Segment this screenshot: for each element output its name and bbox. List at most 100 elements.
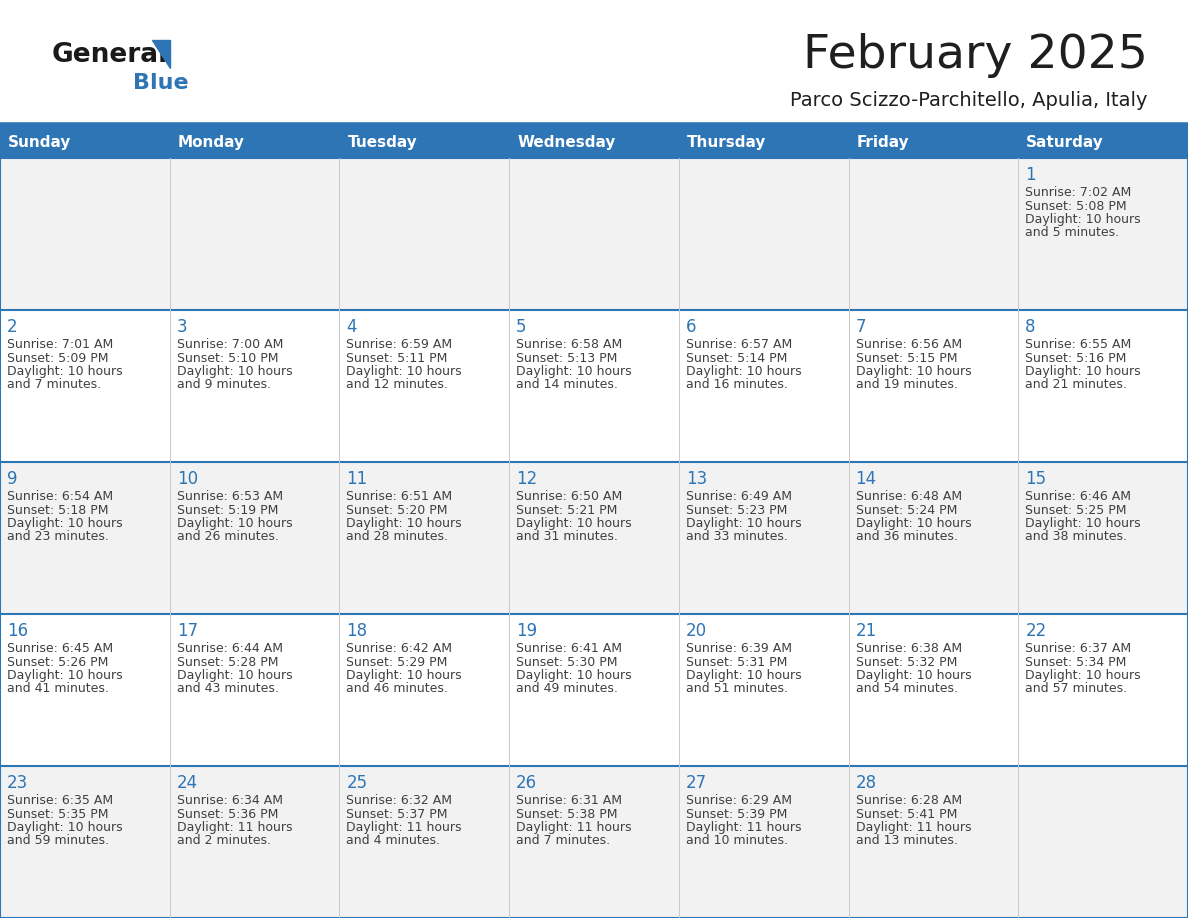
- Text: Sunrise: 6:50 AM: Sunrise: 6:50 AM: [516, 490, 623, 503]
- Text: Sunset: 5:34 PM: Sunset: 5:34 PM: [1025, 655, 1126, 668]
- Text: Sunrise: 6:57 AM: Sunrise: 6:57 AM: [685, 338, 792, 351]
- Text: Daylight: 11 hours: Daylight: 11 hours: [177, 821, 292, 834]
- Bar: [510, 310, 678, 462]
- Text: 13: 13: [685, 470, 707, 488]
- Text: and 31 minutes.: and 31 minutes.: [516, 531, 618, 543]
- Text: 2: 2: [7, 318, 18, 336]
- Text: Daylight: 11 hours: Daylight: 11 hours: [516, 821, 632, 834]
- Text: Sunset: 5:23 PM: Sunset: 5:23 PM: [685, 503, 788, 517]
- Bar: [510, 158, 678, 310]
- Text: Sunrise: 6:34 AM: Sunrise: 6:34 AM: [177, 794, 283, 807]
- Bar: [170, 126, 340, 158]
- Text: 10: 10: [177, 470, 198, 488]
- Text: Daylight: 10 hours: Daylight: 10 hours: [685, 669, 802, 682]
- Text: Sunrise: 7:02 AM: Sunrise: 7:02 AM: [1025, 186, 1131, 199]
- Text: Sunrise: 6:41 AM: Sunrise: 6:41 AM: [516, 642, 623, 655]
- Text: February 2025: February 2025: [803, 32, 1148, 77]
- Text: Parco Scizzo-Parchitello, Apulia, Italy: Parco Scizzo-Parchitello, Apulia, Italy: [790, 91, 1148, 109]
- Text: and 41 minutes.: and 41 minutes.: [7, 682, 109, 696]
- Text: and 49 minutes.: and 49 minutes.: [516, 682, 618, 696]
- Bar: [1018, 462, 1188, 614]
- Text: Sunset: 5:15 PM: Sunset: 5:15 PM: [855, 352, 958, 364]
- Text: Blue: Blue: [133, 73, 189, 93]
- Text: 9: 9: [7, 470, 18, 488]
- Bar: [170, 766, 340, 918]
- Text: Daylight: 10 hours: Daylight: 10 hours: [177, 517, 292, 530]
- Text: and 28 minutes.: and 28 minutes.: [347, 531, 448, 543]
- Text: and 54 minutes.: and 54 minutes.: [855, 682, 958, 696]
- Text: Sunrise: 6:42 AM: Sunrise: 6:42 AM: [347, 642, 453, 655]
- Bar: [848, 766, 1018, 918]
- Text: Sunset: 5:20 PM: Sunset: 5:20 PM: [347, 503, 448, 517]
- Text: 12: 12: [516, 470, 537, 488]
- Text: Sunset: 5:16 PM: Sunset: 5:16 PM: [1025, 352, 1126, 364]
- Bar: [0, 158, 170, 310]
- Bar: [0, 766, 170, 918]
- Bar: [678, 766, 848, 918]
- Text: Sunset: 5:30 PM: Sunset: 5:30 PM: [516, 655, 618, 668]
- Text: Thursday: Thursday: [687, 135, 766, 150]
- Text: and 19 minutes.: and 19 minutes.: [855, 378, 958, 391]
- Text: 26: 26: [516, 774, 537, 792]
- Bar: [510, 614, 678, 766]
- Text: Sunrise: 6:58 AM: Sunrise: 6:58 AM: [516, 338, 623, 351]
- Text: Daylight: 10 hours: Daylight: 10 hours: [1025, 365, 1140, 378]
- Text: Sunrise: 6:39 AM: Sunrise: 6:39 AM: [685, 642, 792, 655]
- Text: 24: 24: [177, 774, 198, 792]
- Text: Sunset: 5:26 PM: Sunset: 5:26 PM: [7, 655, 108, 668]
- Text: Sunrise: 6:59 AM: Sunrise: 6:59 AM: [347, 338, 453, 351]
- Text: Sunset: 5:38 PM: Sunset: 5:38 PM: [516, 808, 618, 821]
- Text: Sunset: 5:25 PM: Sunset: 5:25 PM: [1025, 503, 1126, 517]
- Bar: [848, 614, 1018, 766]
- Text: Daylight: 11 hours: Daylight: 11 hours: [347, 821, 462, 834]
- Text: Daylight: 10 hours: Daylight: 10 hours: [855, 669, 972, 682]
- Text: Sunset: 5:32 PM: Sunset: 5:32 PM: [855, 655, 958, 668]
- Text: Daylight: 10 hours: Daylight: 10 hours: [516, 365, 632, 378]
- Bar: [1018, 614, 1188, 766]
- Text: and 13 minutes.: and 13 minutes.: [855, 834, 958, 847]
- Text: Sunrise: 6:45 AM: Sunrise: 6:45 AM: [7, 642, 113, 655]
- Text: Sunset: 5:36 PM: Sunset: 5:36 PM: [177, 808, 278, 821]
- Bar: [0, 462, 170, 614]
- Text: Daylight: 10 hours: Daylight: 10 hours: [7, 365, 122, 378]
- Bar: [170, 614, 340, 766]
- Text: 5: 5: [516, 318, 526, 336]
- Text: 28: 28: [855, 774, 877, 792]
- Text: Sunset: 5:37 PM: Sunset: 5:37 PM: [347, 808, 448, 821]
- Text: Sunrise: 6:54 AM: Sunrise: 6:54 AM: [7, 490, 113, 503]
- Text: 23: 23: [7, 774, 29, 792]
- Text: Sunset: 5:10 PM: Sunset: 5:10 PM: [177, 352, 278, 364]
- Bar: [0, 126, 170, 158]
- Text: Sunrise: 6:28 AM: Sunrise: 6:28 AM: [855, 794, 962, 807]
- Text: Sunrise: 6:44 AM: Sunrise: 6:44 AM: [177, 642, 283, 655]
- Bar: [1018, 158, 1188, 310]
- Text: 3: 3: [177, 318, 188, 336]
- Text: Sunset: 5:11 PM: Sunset: 5:11 PM: [347, 352, 448, 364]
- Text: and 46 minutes.: and 46 minutes.: [347, 682, 448, 696]
- Bar: [848, 310, 1018, 462]
- Text: 8: 8: [1025, 318, 1036, 336]
- Text: Daylight: 10 hours: Daylight: 10 hours: [177, 365, 292, 378]
- Text: and 33 minutes.: and 33 minutes.: [685, 531, 788, 543]
- Bar: [170, 462, 340, 614]
- Bar: [170, 158, 340, 310]
- Text: Daylight: 10 hours: Daylight: 10 hours: [516, 517, 632, 530]
- Text: Sunset: 5:29 PM: Sunset: 5:29 PM: [347, 655, 448, 668]
- Text: Sunrise: 6:48 AM: Sunrise: 6:48 AM: [855, 490, 962, 503]
- Text: 19: 19: [516, 622, 537, 640]
- Text: Sunrise: 6:55 AM: Sunrise: 6:55 AM: [1025, 338, 1131, 351]
- Text: Daylight: 11 hours: Daylight: 11 hours: [855, 821, 971, 834]
- Text: and 38 minutes.: and 38 minutes.: [1025, 531, 1127, 543]
- Text: Daylight: 11 hours: Daylight: 11 hours: [685, 821, 802, 834]
- Text: and 26 minutes.: and 26 minutes.: [177, 531, 279, 543]
- Text: 11: 11: [347, 470, 367, 488]
- Bar: [1018, 766, 1188, 918]
- Text: Sunrise: 6:53 AM: Sunrise: 6:53 AM: [177, 490, 283, 503]
- Text: Daylight: 10 hours: Daylight: 10 hours: [855, 517, 972, 530]
- Text: Sunset: 5:08 PM: Sunset: 5:08 PM: [1025, 199, 1127, 212]
- Text: Sunrise: 7:00 AM: Sunrise: 7:00 AM: [177, 338, 283, 351]
- Text: Daylight: 10 hours: Daylight: 10 hours: [1025, 213, 1140, 226]
- Text: Sunrise: 6:37 AM: Sunrise: 6:37 AM: [1025, 642, 1131, 655]
- Text: Daylight: 10 hours: Daylight: 10 hours: [347, 365, 462, 378]
- Text: Daylight: 10 hours: Daylight: 10 hours: [7, 517, 122, 530]
